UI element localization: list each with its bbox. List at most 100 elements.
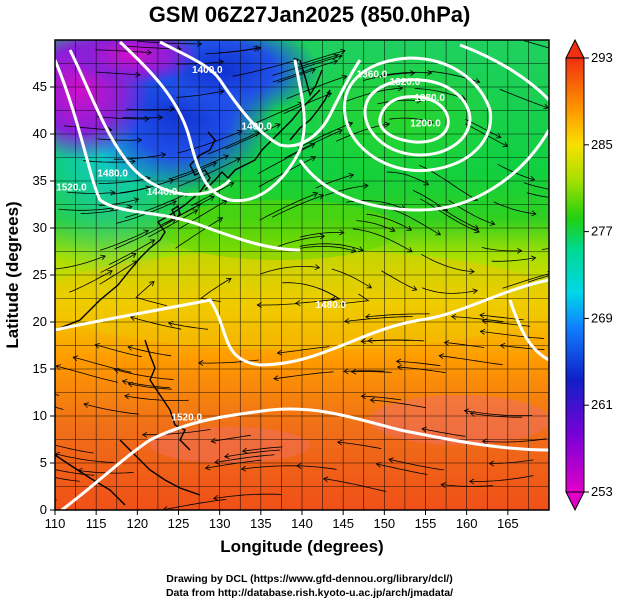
- streamline-arrow: [273, 375, 279, 382]
- streamline: [135, 281, 168, 307]
- streamline-arrow: [192, 209, 199, 215]
- streamline: [470, 412, 523, 418]
- streamline: [421, 254, 475, 273]
- map-title: GSM 06Z27Jan2025 (850.0hPa): [148, 2, 471, 27]
- streamline-arrow: [217, 217, 224, 223]
- map-grid: [55, 40, 549, 510]
- streamline: [524, 40, 549, 49]
- streamline: [436, 204, 479, 230]
- streamline-arrow: [210, 437, 217, 444]
- streamline-arrow: [196, 40, 203, 47]
- streamline-arrow: [83, 402, 89, 408]
- streamline-arrow: [341, 74, 348, 81]
- colorbar-tick-label: 253: [591, 484, 613, 499]
- streamline-arrow: [369, 397, 376, 404]
- streamline: [122, 380, 171, 389]
- streamline-arrow: [488, 460, 495, 467]
- x-tick-label: 120: [126, 516, 148, 531]
- streamline-arrow: [94, 343, 101, 349]
- credit-line-2: Data from http://database.rish.kyoto-u.a…: [165, 587, 454, 599]
- streamline-arrow: [474, 78, 481, 84]
- streamline: [363, 72, 415, 81]
- streamline-arrow: [489, 220, 496, 226]
- colorbar-top-arrow: [565, 38, 585, 59]
- streamline-arrow: [211, 161, 218, 168]
- streamline: [205, 459, 262, 469]
- streamline-arrow: [241, 447, 248, 454]
- streamline: [389, 117, 434, 123]
- streamline: [482, 438, 547, 443]
- streamline: [366, 213, 412, 231]
- y-tick-label: 35: [33, 173, 47, 188]
- streamline: [55, 477, 80, 482]
- streamline-arrow: [384, 121, 391, 128]
- streamline-arrow: [365, 313, 371, 320]
- streamline-arrow: [314, 264, 321, 271]
- streamline-arrow: [396, 364, 403, 371]
- streamline-arrow: [218, 59, 225, 66]
- streamline-arrow: [350, 247, 357, 254]
- streamline: [370, 399, 426, 409]
- streamline-arrow: [253, 45, 259, 52]
- streamline: [130, 316, 182, 330]
- streamline-arrow: [133, 197, 140, 203]
- streamline-arrow: [121, 379, 128, 385]
- y-tick-label: 10: [33, 408, 47, 423]
- streamline: [213, 493, 282, 499]
- streamline: [207, 131, 260, 155]
- streamline: [55, 365, 118, 383]
- streamline: [100, 253, 137, 273]
- streamline: [55, 393, 60, 396]
- streamline-arrow: [416, 97, 422, 104]
- y-tick-label: 45: [33, 79, 47, 94]
- y-tick-label: 0: [40, 502, 47, 517]
- streamline: [148, 209, 198, 238]
- streamline: [241, 465, 302, 470]
- streamline-arrow: [236, 129, 243, 136]
- contour-label: 1520.0: [171, 413, 202, 424]
- streamline-arrow: [276, 349, 283, 356]
- streamline-arrow: [256, 302, 262, 308]
- streamline-arrow: [587, 189, 591, 194]
- streamline-arrow: [463, 408, 470, 415]
- streamline-arrow: [127, 345, 133, 351]
- streamline: [491, 257, 536, 262]
- streamline: [300, 245, 357, 252]
- streamline: [271, 194, 324, 218]
- streamline-arrow: [407, 247, 413, 253]
- streamline: [224, 449, 281, 458]
- streamline: [526, 192, 549, 198]
- streamline: [218, 47, 259, 54]
- streamline: [465, 118, 501, 138]
- streamline-arrow: [423, 180, 430, 186]
- streamline: [396, 360, 441, 367]
- streamline-arrow: [309, 143, 316, 149]
- colorbar-tick-label: 261: [591, 397, 613, 412]
- streamline-arrow: [469, 268, 475, 275]
- streamline: [272, 54, 338, 76]
- streamline-arrow: [39, 440, 44, 445]
- streamline: [499, 88, 549, 109]
- streamline: [242, 446, 283, 452]
- streamline: [178, 200, 228, 230]
- streamline-arrow: [312, 191, 319, 198]
- streamline: [273, 371, 334, 380]
- streamline: [95, 49, 152, 54]
- streamline-arrow: [149, 239, 156, 245]
- streamline-arrow: [132, 260, 138, 266]
- streamline: [493, 201, 536, 215]
- streamline-arrow: [375, 461, 382, 468]
- streamline: [284, 129, 343, 159]
- streamline: [66, 191, 115, 194]
- streamline: [257, 143, 315, 175]
- streamline: [419, 198, 480, 233]
- streamline: [55, 453, 115, 463]
- streamline: [421, 287, 478, 294]
- streamline: [114, 369, 174, 380]
- streamline-arrow: [481, 318, 488, 325]
- contour-label: 1400.0: [241, 121, 272, 132]
- streamline: [122, 116, 163, 119]
- y-tick-label: 40: [33, 126, 47, 141]
- streamline-arrow: [294, 300, 301, 306]
